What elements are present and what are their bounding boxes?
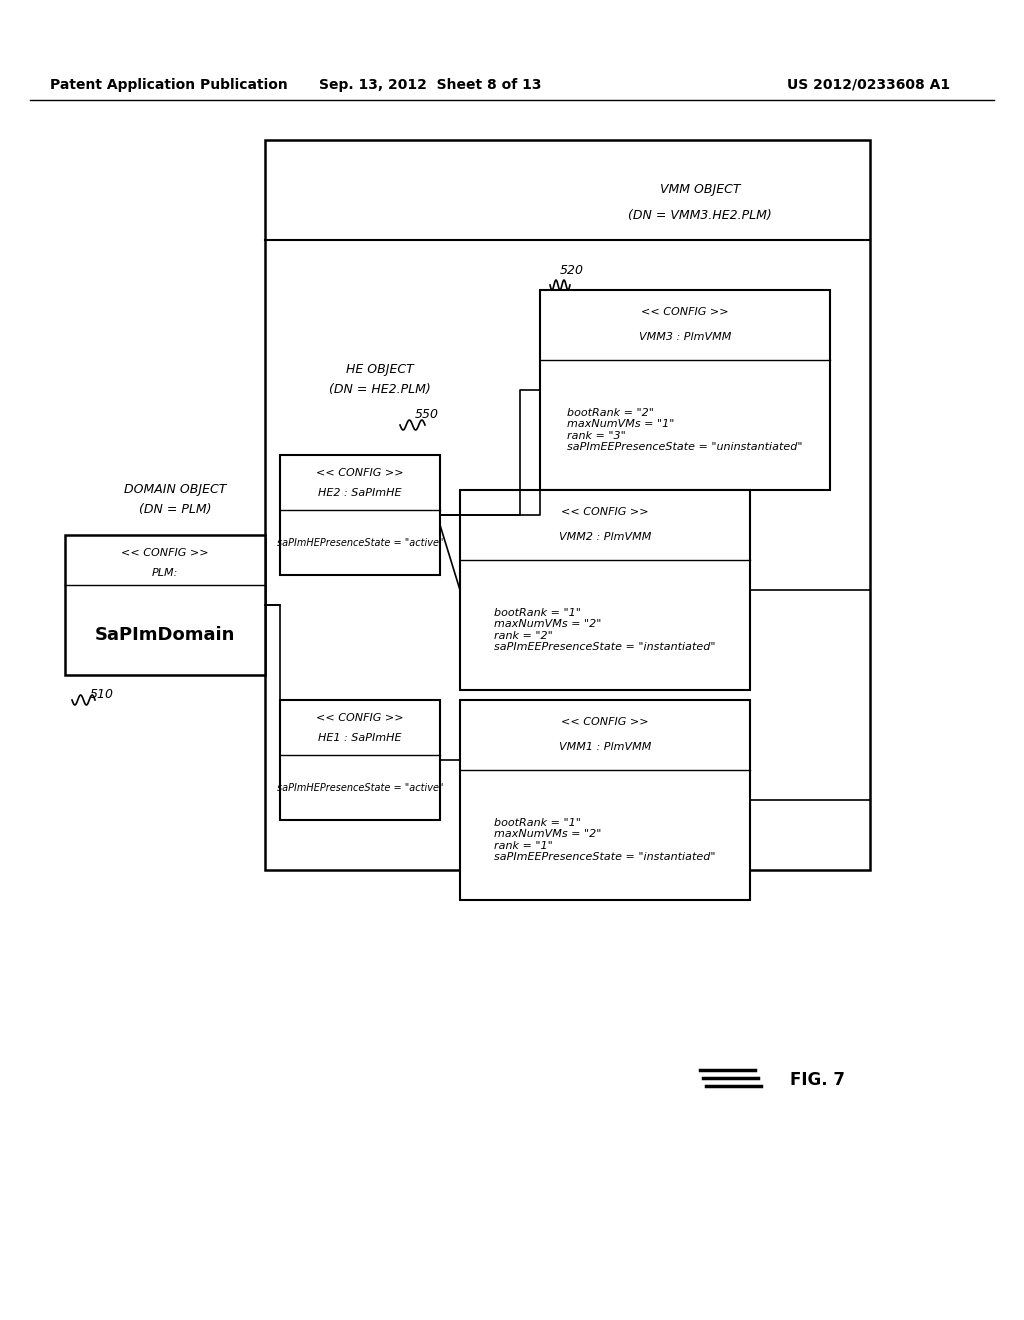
- Text: Sep. 13, 2012  Sheet 8 of 13: Sep. 13, 2012 Sheet 8 of 13: [318, 78, 542, 92]
- Text: VMM3 : PlmVMM: VMM3 : PlmVMM: [639, 333, 731, 342]
- Text: HE OBJECT: HE OBJECT: [346, 363, 414, 376]
- Text: DOMAIN OBJECT: DOMAIN OBJECT: [124, 483, 226, 496]
- Text: HE1 : SaPImHE: HE1 : SaPImHE: [318, 733, 401, 743]
- Bar: [265, 140, 870, 870]
- Text: saPImHEPresenceState = "active": saPImHEPresenceState = "active": [276, 539, 443, 548]
- Text: PLM:: PLM:: [152, 568, 178, 578]
- Text: HE2 : SaPImHE: HE2 : SaPImHE: [318, 488, 401, 498]
- Text: << CONFIG >>: << CONFIG >>: [121, 548, 209, 558]
- Bar: [280, 700, 440, 820]
- Text: (DN = VMM3.HE2.PLM): (DN = VMM3.HE2.PLM): [628, 209, 772, 222]
- Text: (DN = PLM): (DN = PLM): [138, 503, 211, 516]
- Text: VMM OBJECT: VMM OBJECT: [659, 183, 740, 197]
- Text: Patent Application Publication: Patent Application Publication: [50, 78, 288, 92]
- Bar: [280, 455, 440, 576]
- Bar: [460, 490, 750, 690]
- Text: VMM2 : PlmVMM: VMM2 : PlmVMM: [559, 532, 651, 543]
- Text: << CONFIG >>: << CONFIG >>: [641, 308, 729, 317]
- Text: << CONFIG >>: << CONFIG >>: [561, 507, 649, 517]
- Text: VMM1 : PlmVMM: VMM1 : PlmVMM: [559, 742, 651, 752]
- Text: US 2012/0233608 A1: US 2012/0233608 A1: [786, 78, 950, 92]
- Text: 510: 510: [90, 689, 114, 701]
- Text: FIG. 7: FIG. 7: [790, 1071, 845, 1089]
- Text: << CONFIG >>: << CONFIG >>: [561, 717, 649, 727]
- Text: 520: 520: [560, 264, 584, 276]
- Text: << CONFIG >>: << CONFIG >>: [316, 469, 403, 478]
- Bar: [460, 700, 750, 900]
- Text: bootRank = "2"
maxNumVMs = "1"
rank = "3"
saPImEEPresenceState = "uninstantiated: bootRank = "2" maxNumVMs = "1" rank = "3…: [567, 408, 803, 453]
- Text: bootRank = "1"
maxNumVMs = "2"
rank = "1"
saPImEEPresenceState = "instantiated": bootRank = "1" maxNumVMs = "2" rank = "1…: [495, 817, 716, 862]
- Text: bootRank = "1"
maxNumVMs = "2"
rank = "2"
saPImEEPresenceState = "instantiated": bootRank = "1" maxNumVMs = "2" rank = "2…: [495, 607, 716, 652]
- Text: 550: 550: [415, 408, 439, 421]
- Bar: [65, 535, 265, 675]
- Text: saPImHEPresenceState = "active": saPImHEPresenceState = "active": [276, 783, 443, 793]
- Bar: [540, 290, 830, 490]
- Text: (DN = HE2.PLM): (DN = HE2.PLM): [329, 384, 431, 396]
- Text: SaPImDomain: SaPImDomain: [95, 626, 236, 644]
- Text: << CONFIG >>: << CONFIG >>: [316, 713, 403, 723]
